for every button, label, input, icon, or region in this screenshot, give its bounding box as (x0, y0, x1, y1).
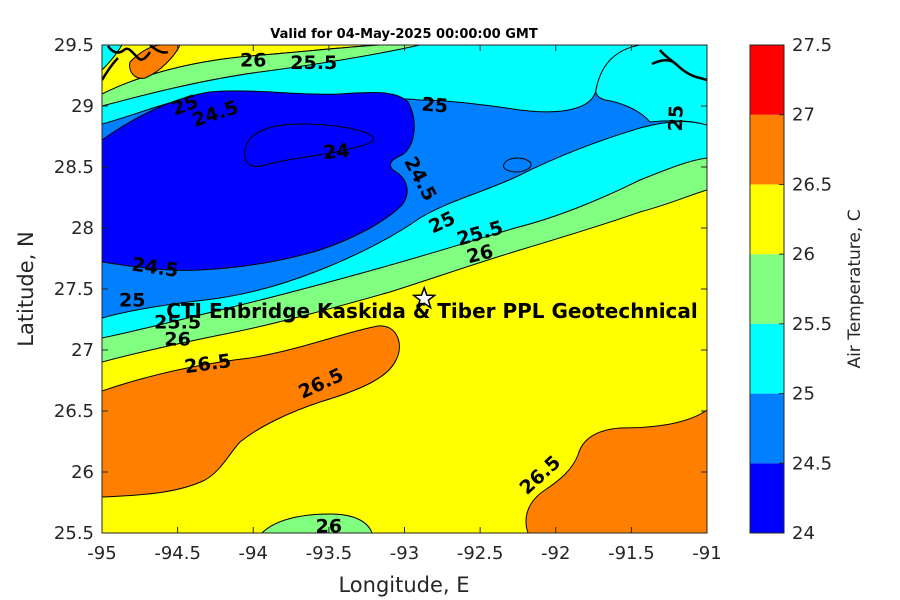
colorbar-frame (749, 44, 785, 534)
x-tick-label: -93.5 (306, 543, 353, 564)
contour-label: 26 (240, 49, 266, 71)
contour-region-orange-west (102, 325, 400, 498)
x-tick-label: -94.5 (154, 543, 201, 564)
x-tick-label: -91 (692, 543, 721, 564)
y-tick-label: 26.5 (54, 401, 94, 422)
y-tick-label: 29 (71, 96, 94, 117)
contour-label: 25 (665, 105, 688, 132)
colorbar-tick-label: 27.5 (792, 35, 832, 56)
colorbar-title: Air Temperature, C (845, 209, 865, 368)
x-tick-label: -93 (390, 543, 419, 564)
colorbar-segment (750, 393, 784, 464)
contour-label: 26 (316, 515, 342, 537)
contour-region-green-north (102, 45, 421, 107)
contour-region-cyan-northeast (595, 45, 707, 126)
contour-label: 25 (421, 93, 449, 117)
site-marker-group: CTI Enbridge Kaskida & Tiber PPL Geotech… (166, 285, 698, 323)
colorbar-segment (750, 184, 784, 255)
contour-region-24-inner (244, 123, 374, 167)
colorbar-segment (750, 463, 784, 533)
contour-region-green-south (261, 513, 373, 533)
contour-region-orange-east (525, 409, 707, 533)
y-tick-label: 27.5 (54, 279, 94, 300)
contour-label: 25.5 (290, 52, 337, 74)
chart-title: Valid for 04-May-2025 00:00:00 GMT (270, 27, 538, 42)
colorbar-segment (750, 45, 784, 115)
y-axis-title: Latitude, N (14, 231, 38, 347)
x-tick-label: -91.5 (608, 543, 655, 564)
y-tick-label: 28 (71, 218, 94, 239)
site-label: CTI Enbridge Kaskida & Tiber PPL Geotech… (166, 299, 698, 323)
colorbar-tick-label: 25.5 (792, 314, 832, 335)
y-tick-label: 27 (71, 340, 94, 361)
coastline (102, 45, 707, 82)
x-tick-label: -94 (239, 543, 268, 564)
colorbar: 24 24.5 25 25.5 26 26.5 27 27.5 Air Temperature,… (749, 35, 865, 544)
y-tick-label: 25.5 (54, 523, 94, 544)
colorbar-tick-label: 27 (792, 105, 815, 126)
colorbar-segment (750, 323, 784, 394)
contour-label: 25.5 (154, 312, 201, 334)
y-tick-label: 29.5 (54, 35, 94, 56)
x-tick-label: -92.5 (457, 543, 504, 564)
colorbar-tick-label: 24 (792, 523, 815, 544)
colorbar-tick-label: 24.5 (792, 453, 832, 474)
colorbar-segment (750, 114, 784, 185)
y-tick-label: 26 (71, 462, 94, 483)
colorbar-tick-label: 25 (792, 384, 815, 405)
contour-region-blue-blob (503, 157, 532, 173)
colorbar-tick-label: 26 (792, 244, 815, 265)
x-axis-title: Longitude, E (338, 573, 469, 597)
x-tick-label: -95 (87, 543, 116, 564)
contour-label: 25 (119, 290, 145, 312)
x-axis-ticks: -95 -94.5 -94 -93.5 -93 -92.5 -92 -91.5 -91 (87, 45, 722, 564)
y-tick-label: 28.5 (54, 157, 94, 178)
contour-label: 24 (322, 140, 350, 164)
colorbar-tick-label: 26.5 (792, 174, 832, 195)
x-tick-label: -92 (541, 543, 570, 564)
contour-fill-group (102, 45, 707, 533)
site-star-marker (411, 285, 437, 310)
colorbar-segment (750, 254, 784, 324)
contour-label: 26 (164, 329, 190, 351)
